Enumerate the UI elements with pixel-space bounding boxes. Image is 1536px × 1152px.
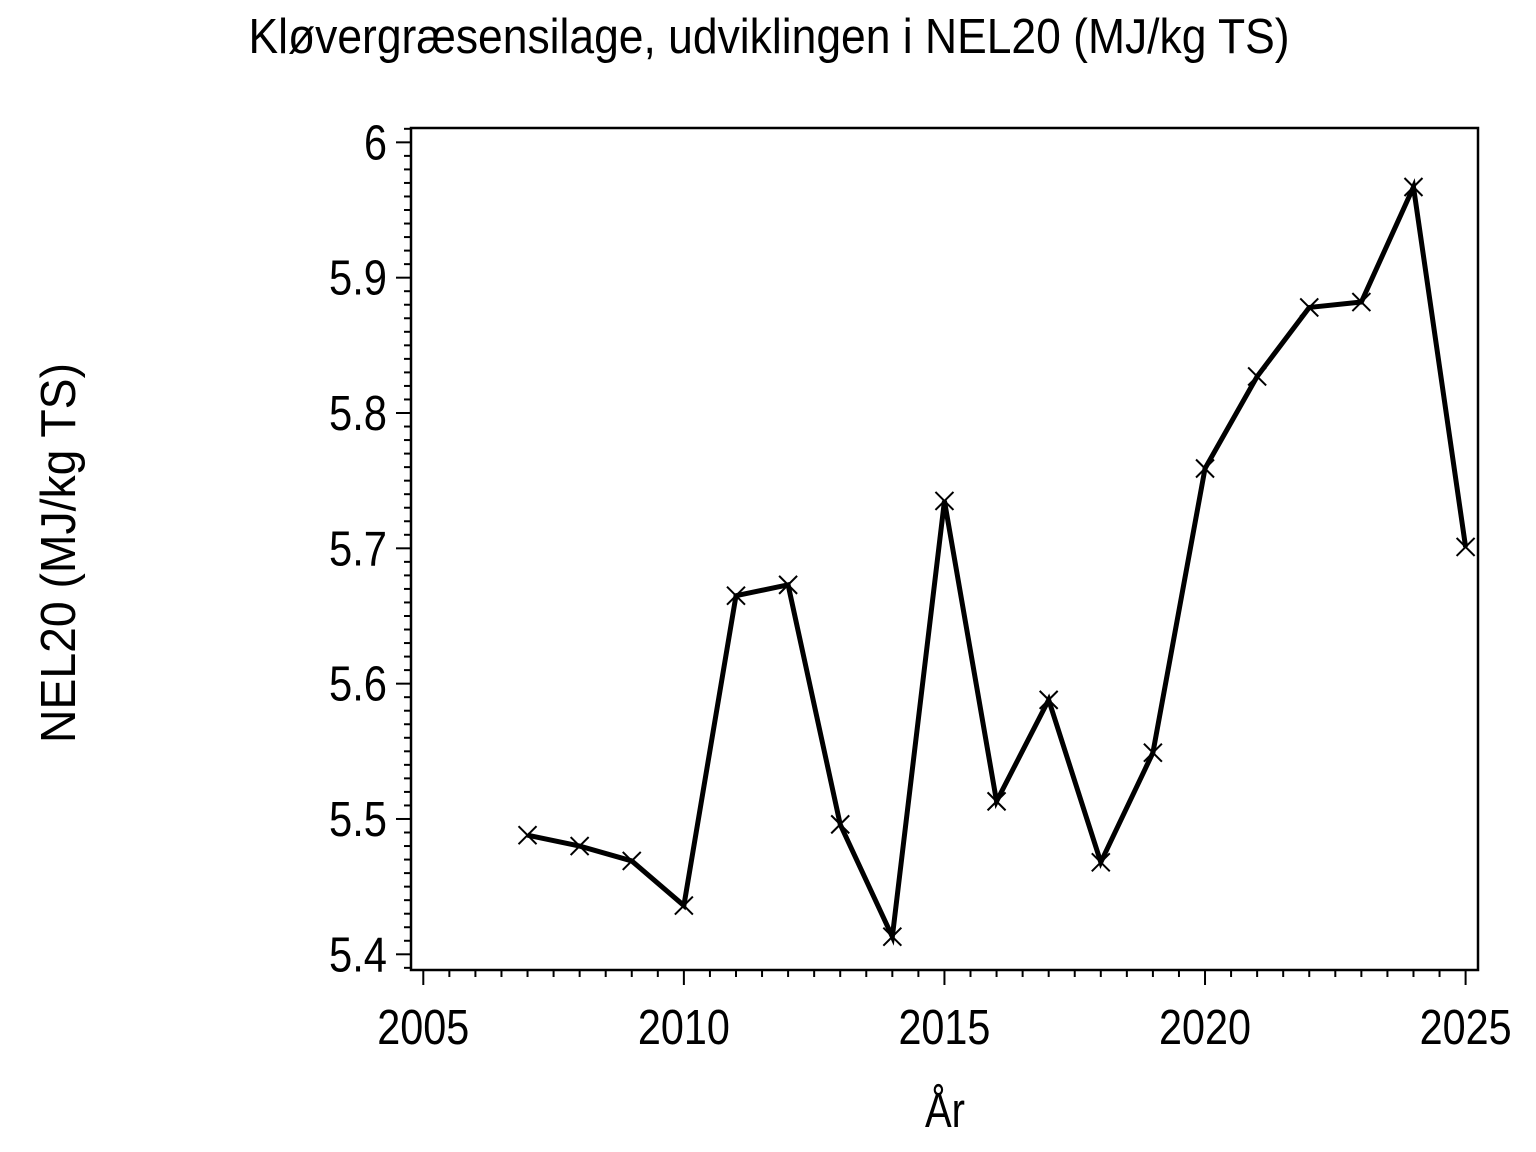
y-axis-ticks [396,127,411,969]
data-point-marker [1403,177,1424,197]
data-point-marker [726,585,746,606]
data-point-marker [1351,292,1372,312]
data-point-marker [986,791,1007,812]
x-tick-label: 2025 [1420,1001,1512,1055]
data-point-marker [934,491,955,511]
y-tick-label: 5.9 [329,252,387,306]
y-axis-label: NEL20 (MJ/kg TS) [32,363,86,743]
chart-title: Kløvergræsensilage, udviklingen i NEL20 … [249,10,1290,64]
x-axis-ticks [422,970,1467,985]
data-point-marker [1299,297,1319,318]
y-axis-tick-labels: 5.4 5.5 5.6 5.7 5.8 5.9 6 [329,116,387,982]
data-point-marker [882,927,903,947]
data-point-markers [517,177,1476,947]
data-point-marker [622,851,642,871]
data-point-marker [1038,690,1059,710]
y-tick-label: 5.5 [329,793,387,847]
data-point-marker [1455,537,1476,557]
x-tick-label: 2010 [638,1001,730,1055]
y-tick-label: 6 [364,116,387,170]
x-tick-label: 2015 [898,1001,990,1055]
y-tick-label: 5.7 [329,522,387,576]
data-point-marker [674,895,694,916]
x-axis-label: År [925,1084,965,1138]
data-point-marker [1091,852,1111,872]
x-tick-label: 2005 [377,1001,469,1055]
y-tick-label: 5.8 [329,387,387,441]
data-line [527,178,1469,946]
data-point-marker [569,836,590,856]
data-point-marker [1247,366,1267,387]
x-tick-label: 2020 [1159,1001,1251,1055]
data-point-marker [1143,742,1163,763]
y-tick-label: 5.6 [329,658,387,712]
data-point-marker [1195,458,1215,479]
data-point-marker [778,575,798,595]
y-tick-label: 5.4 [329,928,387,982]
data-point-marker [517,825,538,845]
x-axis-tick-labels: 2005 2010 2015 2020 2025 [377,1001,1511,1055]
data-point-marker [830,814,850,835]
